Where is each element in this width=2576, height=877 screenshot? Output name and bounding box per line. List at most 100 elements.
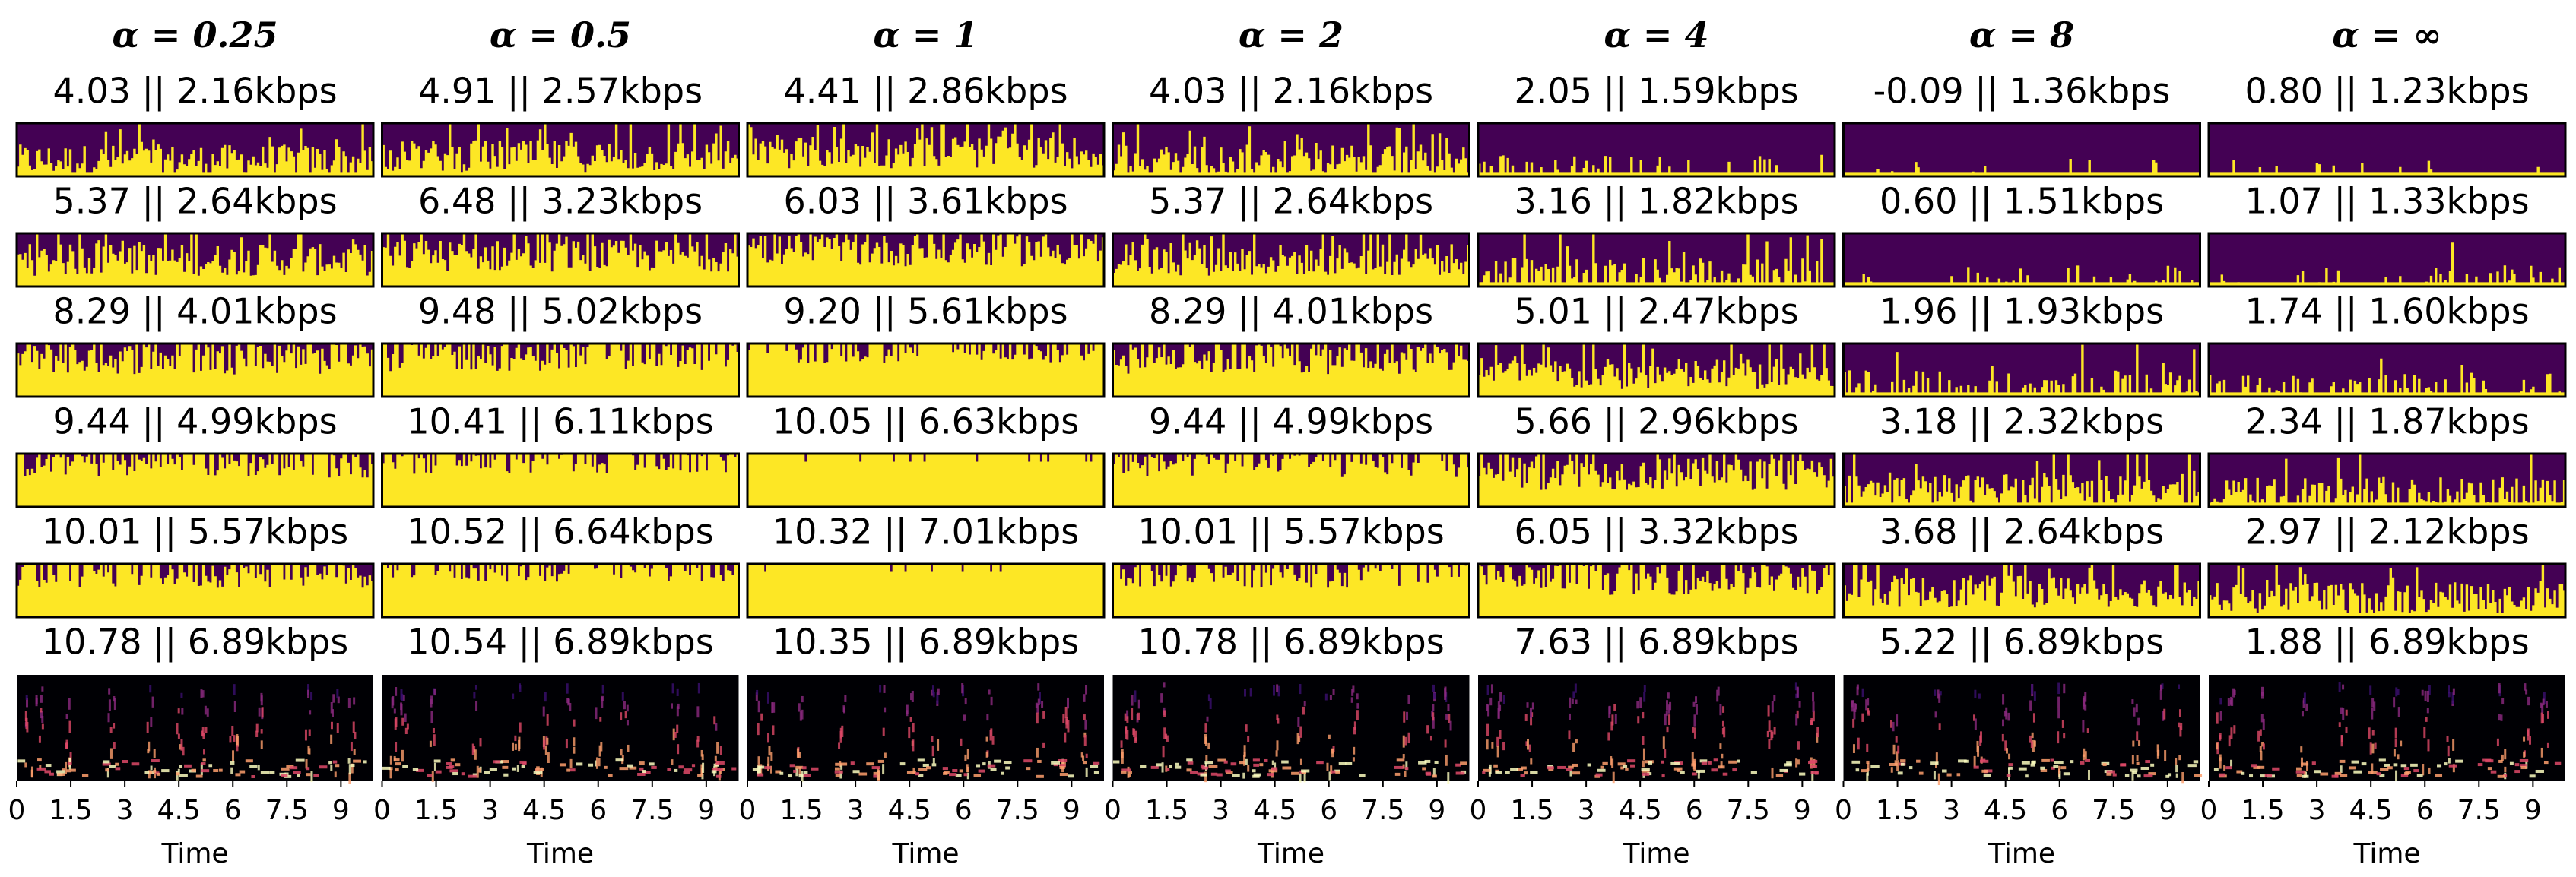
spectrogram-cell [1643,684,1646,692]
spectrogram-cell [404,713,407,723]
spectrogram-cell [2353,770,2362,774]
mask-frame [381,232,740,288]
spectrogram-cell [184,764,192,768]
spectrogram-cell [2368,771,2378,774]
spectrogram-cell [1299,758,1302,765]
spectrogram-cell [1664,713,1667,726]
spectrogram-cell [982,762,986,766]
spectrogram-cell [204,705,207,715]
spectrogram-cell [1204,733,1207,744]
x-tick-label: 9 [1794,795,1811,826]
spectrogram-cell [68,698,71,710]
spectrogram-cell [473,746,476,753]
mask-frame [381,452,740,508]
spectrogram-cell [2030,763,2035,767]
mask-frame [2207,342,2567,398]
spectrogram-cell [2498,714,2501,721]
spectrogram-cell [233,684,236,695]
spectrogram-cell [1773,695,1776,702]
spectrogram-cell [2061,720,2064,728]
spectrogram-cell [2086,728,2089,733]
spectrogram-cell [1737,759,1740,763]
spectrogram-cell [960,738,963,746]
spectrogram-cell [1065,718,1068,729]
spectrogram-cell [683,771,690,775]
spectrogram-cell [2181,771,2184,784]
spectrogram-cell [412,768,419,771]
panel-title: 1.96 || 1.93kbps [1880,291,2164,333]
spectrogram-cell [1666,726,1669,733]
spectrogram-cell [1648,761,1653,765]
spectrogram-cell [2175,765,2178,773]
spectrogram-cell [1666,700,1669,711]
spectrogram-cell [1574,683,1577,693]
spectrogram-cell [512,742,515,751]
spectrogram-cell [179,774,188,777]
spectrogram-cell [519,760,527,764]
spectrogram-cell [2498,759,2503,763]
spectrogram-cell [2301,711,2304,717]
spectrogram-cell [566,698,569,704]
spectrogram-cell [835,774,840,777]
spectrogram-cell [767,733,770,743]
spectrogram-cell [1090,765,1099,768]
spectrogram-cell [201,762,206,766]
spectrogram-cell [478,768,481,773]
spectrogram-cell [834,767,840,771]
spectrogram-cell [1264,758,1268,762]
spectrogram-cell [2033,691,2036,701]
spectrogram-cell [1299,684,1302,695]
spectrogram-cell [1664,749,1667,758]
spectrogram-cell [1668,714,1671,726]
spectrogram-cell [1892,744,1896,755]
x-tick-label: 1.5 [49,795,92,826]
mask-bars [747,564,1105,617]
spectrogram-cell [2376,772,2381,776]
spectrogram-cell [567,698,570,704]
spectrogram-cell [1245,758,1248,765]
spectrogram-cell [44,770,51,774]
spectrogram-cell [1163,682,1166,688]
mask-bars [1112,123,1470,176]
spectrogram-cell [2397,707,2400,717]
mask-bars [382,233,739,287]
spectrogram-cell [1036,774,1044,778]
panel-title: 2.34 || 1.87kbps [2244,401,2529,443]
spectrogram-cell [2136,761,2140,765]
spectrogram-cell [1085,767,1088,777]
spectrogram-cell [249,765,258,768]
spectrogram-cell [2527,728,2530,736]
spectrogram-cell [697,682,700,694]
spectrogram-cell [433,762,436,771]
spectrogram-cell [106,768,109,778]
spectrogram-cell [2029,700,2032,711]
spectrogram-cell [1187,761,1194,765]
spectrogram-cell [2007,712,2010,721]
spectrogram-cell [2157,749,2160,756]
spectrogram-cell [516,765,519,772]
mask-bars [1478,564,1835,617]
spectrogram-cell [402,695,405,701]
spectrogram-cell [1486,723,1489,736]
spectrogram-cell [1486,704,1489,711]
spectrogram-cell [799,711,802,721]
panel-title: 2.97 || 2.12kbps [2244,511,2529,553]
spectrogram-cell [257,765,260,771]
spectrogram-cell [1204,723,1207,733]
spectrogram-cell [1502,695,1505,704]
spectrogram-cell [1299,773,1302,783]
x-tick-label: 7.5 [1361,795,1404,826]
spectrogram-cell [569,768,576,772]
panel-title: 2.05 || 1.59kbps [1514,71,1798,112]
spectrogram-cell [1569,770,1572,777]
spectrogram-cell [2427,739,2430,752]
spectrogram-cell [1496,736,1499,747]
spectrogram-cell [2500,714,2503,721]
spectrogram-cell [2029,735,2032,743]
spectrogram-cell [1865,699,1868,711]
spectrogram-cell [1661,760,1664,764]
spectrogram-cell [1696,769,1705,773]
spectrogram-cell [235,773,241,777]
panel-title: 10.78 || 6.89kbps [1137,622,1444,663]
spectrogram-cell [1866,773,1869,782]
